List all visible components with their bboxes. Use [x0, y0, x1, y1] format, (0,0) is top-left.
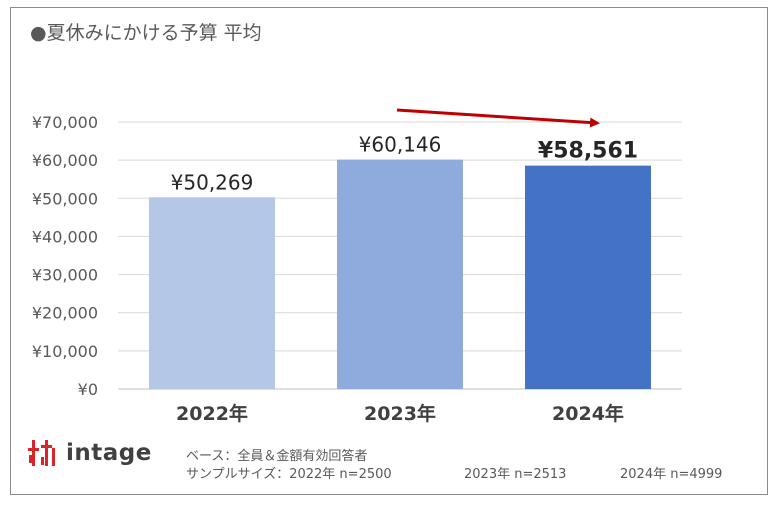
y-tick-label: ¥0: [78, 380, 98, 399]
x-tick-label: 2023年: [364, 402, 436, 425]
intage-logo: intage: [28, 437, 152, 469]
y-tick-label: ¥30,000: [32, 266, 98, 285]
y-tick-label: ¥20,000: [32, 304, 98, 323]
bar: [525, 165, 651, 389]
y-tick-label: ¥50,000: [32, 189, 98, 208]
y-tick-label: ¥60,000: [32, 151, 98, 170]
sample-size-note: サンプルサイズ：2022年 n=2500 2023年 n=2513 2024年 n=…: [186, 463, 722, 482]
value-label: ¥60,146: [359, 133, 442, 157]
logo-text: intage: [66, 440, 152, 466]
sample-size-2023: 2023年 n=2513: [464, 467, 567, 482]
intage-logo-icon: [28, 440, 55, 466]
value-label: ¥50,269: [171, 170, 254, 194]
base-note: ベース：全員＆金額有効回答者: [186, 449, 368, 464]
value-label: ¥58,561: [538, 139, 638, 164]
bar: [337, 159, 463, 389]
y-tick-label: ¥10,000: [32, 342, 98, 361]
y-tick-label: ¥70,000: [32, 113, 98, 132]
y-tick-label: ¥40,000: [32, 227, 98, 246]
x-tick-label: 2024年: [552, 402, 624, 425]
bar: [149, 197, 275, 389]
sample-size-2022: サンプルサイズ：2022年 n=2500: [186, 467, 392, 482]
chart-title: ●夏休みにかける予算 平均: [30, 22, 262, 44]
trend-arrow: [396, 108, 600, 128]
x-tick-label: 2022年: [176, 402, 248, 425]
sample-size-2024: 2024年 n=4999: [620, 467, 723, 482]
